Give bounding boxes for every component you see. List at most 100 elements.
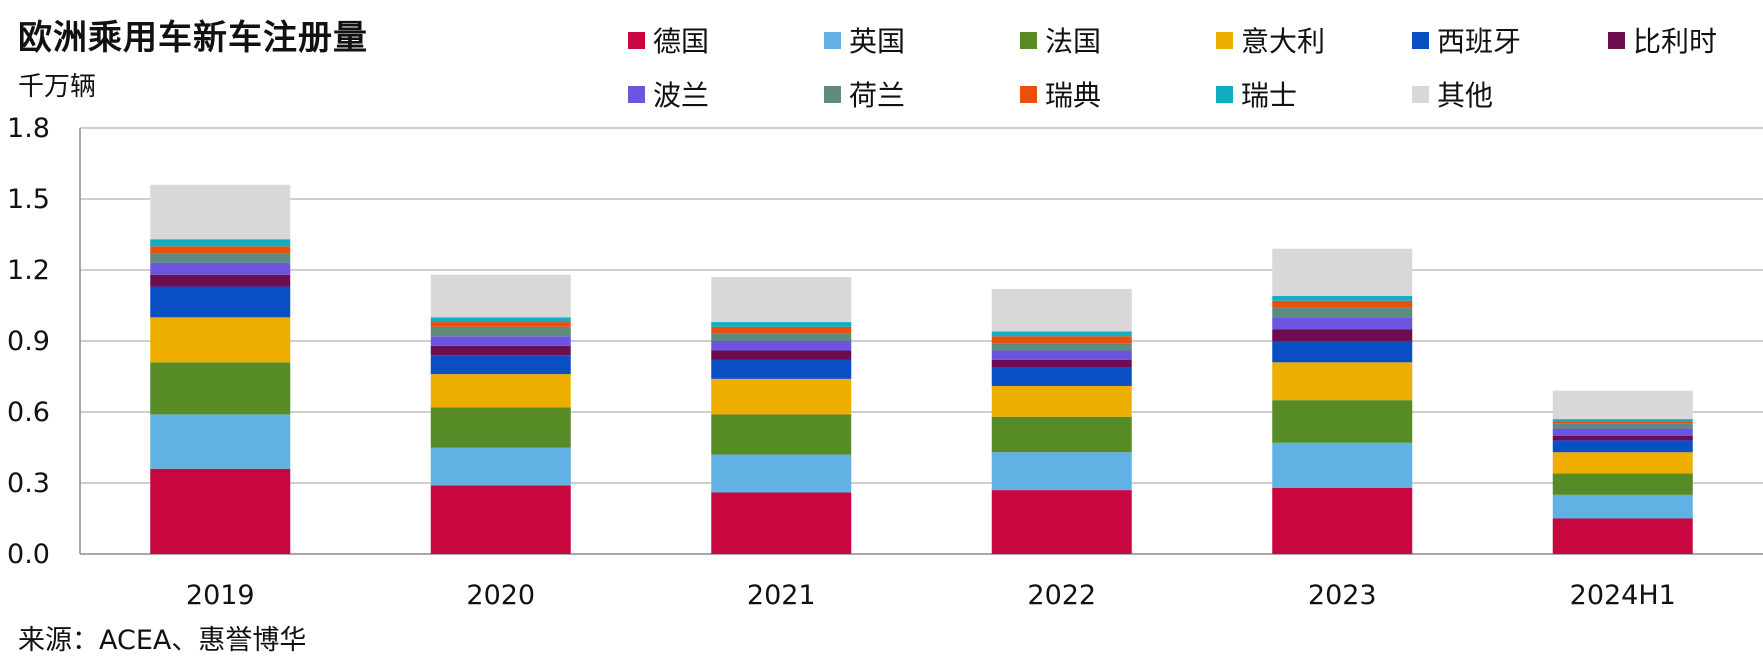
bar-segment bbox=[711, 350, 852, 360]
legend-swatch bbox=[1412, 31, 1429, 49]
bar-segment bbox=[1552, 423, 1693, 429]
bar-segment bbox=[1552, 421, 1693, 424]
bar-segment bbox=[1272, 362, 1413, 401]
bar-segment bbox=[1552, 419, 1693, 422]
legend-item: 比利时 bbox=[1608, 20, 1717, 60]
bar-segment bbox=[991, 288, 1132, 332]
bar-segment bbox=[711, 378, 852, 415]
bar-segment bbox=[991, 452, 1132, 491]
bar-segment bbox=[1552, 390, 1693, 420]
bar-segment bbox=[711, 322, 852, 327]
legend-item: 其他 bbox=[1412, 74, 1493, 114]
legend-item: 西班牙 bbox=[1412, 20, 1521, 60]
legend-swatch bbox=[1216, 85, 1233, 103]
legend-label: 英国 bbox=[849, 25, 906, 58]
y-tick-label: 0.0 bbox=[7, 539, 50, 570]
bar-segment bbox=[1552, 473, 1693, 495]
bar-segment bbox=[430, 336, 571, 346]
bar-segment bbox=[1552, 440, 1693, 453]
bar-segment bbox=[1272, 442, 1413, 488]
legend-label: 其他 bbox=[1437, 79, 1494, 112]
bar-segment bbox=[150, 274, 291, 287]
legend-swatch bbox=[1020, 85, 1037, 103]
bar-segment bbox=[991, 490, 1132, 554]
bar-segment bbox=[150, 468, 291, 554]
legend-label: 荷兰 bbox=[849, 79, 906, 112]
bar-segment bbox=[991, 336, 1132, 344]
legend-label: 法国 bbox=[1045, 25, 1102, 58]
bar-segment bbox=[1272, 317, 1413, 330]
bar-segment bbox=[430, 407, 571, 448]
bar-segment bbox=[991, 367, 1132, 386]
bar-segment bbox=[150, 184, 291, 240]
legend-item: 意大利 bbox=[1216, 20, 1325, 60]
bar-segment bbox=[1552, 494, 1693, 519]
bar-segment bbox=[991, 359, 1132, 368]
bar-segment bbox=[1552, 428, 1693, 436]
bar-segment bbox=[430, 485, 571, 554]
legend-swatch bbox=[1020, 31, 1037, 49]
y-tick-label: 1.2 bbox=[7, 255, 50, 286]
legend-item: 瑞士 bbox=[1216, 74, 1297, 114]
bar-segment bbox=[711, 341, 852, 351]
bar-segment bbox=[711, 492, 852, 554]
legend-item: 瑞典 bbox=[1020, 74, 1101, 114]
x-tick-label: 2024H1 bbox=[1570, 580, 1676, 611]
y-tick-label: 0.3 bbox=[7, 468, 50, 499]
bar-segment bbox=[1552, 518, 1693, 554]
bar-segment bbox=[711, 277, 852, 323]
bar-segment bbox=[150, 317, 291, 363]
legend-swatch bbox=[1608, 31, 1625, 49]
legend-label: 瑞典 bbox=[1045, 79, 1102, 112]
bar-segment bbox=[991, 385, 1132, 417]
bar-segment bbox=[1272, 296, 1413, 301]
x-tick-label: 2023 bbox=[1308, 580, 1377, 611]
legend-swatch bbox=[1412, 85, 1429, 103]
legend-item: 英国 bbox=[824, 20, 905, 60]
legend-swatch bbox=[628, 31, 645, 49]
y-tick-label: 1.8 bbox=[7, 113, 50, 144]
y-axis-unit-label: 千万辆 bbox=[18, 72, 97, 102]
chart-title: 欧洲乘用车新车注册量 bbox=[18, 18, 368, 58]
bar-segment bbox=[1272, 329, 1413, 341]
legend-swatch bbox=[1216, 31, 1233, 49]
legend-swatch bbox=[824, 31, 841, 49]
bar-segment bbox=[711, 359, 852, 379]
bar-segment bbox=[150, 253, 291, 263]
bar-segment bbox=[150, 262, 291, 275]
bar-segment bbox=[430, 317, 571, 323]
bar-segment bbox=[1272, 307, 1413, 318]
bar-segment bbox=[430, 447, 571, 486]
legend-swatch bbox=[824, 85, 841, 103]
legend-label: 比利时 bbox=[1633, 25, 1718, 58]
legend-label: 西班牙 bbox=[1437, 25, 1522, 58]
bar-segment bbox=[1552, 435, 1693, 441]
y-tick-label: 0.9 bbox=[7, 326, 50, 357]
bar-segment bbox=[430, 345, 571, 356]
x-tick-label: 2021 bbox=[747, 580, 816, 611]
bar-segment bbox=[1272, 341, 1413, 363]
legend-item: 德国 bbox=[628, 20, 709, 60]
bar-segment bbox=[430, 326, 571, 337]
bar-segment bbox=[1552, 452, 1693, 474]
source-note: 来源：ACEA、惠誉博华 bbox=[18, 625, 307, 656]
bar-segment bbox=[991, 331, 1132, 337]
bar-segment bbox=[430, 374, 571, 408]
bar-segment bbox=[430, 355, 571, 375]
bar-segment bbox=[711, 414, 852, 455]
bar-segment bbox=[150, 414, 291, 469]
y-tick-label: 0.6 bbox=[7, 397, 50, 428]
bar-segment bbox=[711, 326, 852, 334]
bar-segment bbox=[430, 322, 571, 327]
bar-segment bbox=[711, 454, 852, 493]
legend-label: 意大利 bbox=[1241, 25, 1326, 58]
x-tick-label: 2022 bbox=[1027, 580, 1096, 611]
bar-segment bbox=[430, 274, 571, 318]
bar-segment bbox=[711, 333, 852, 341]
legend-label: 德国 bbox=[653, 25, 710, 58]
legend-item: 波兰 bbox=[628, 74, 709, 114]
bar-segment bbox=[1272, 400, 1413, 443]
y-tick-label: 1.5 bbox=[7, 184, 50, 215]
legend-label: 瑞士 bbox=[1241, 79, 1298, 112]
